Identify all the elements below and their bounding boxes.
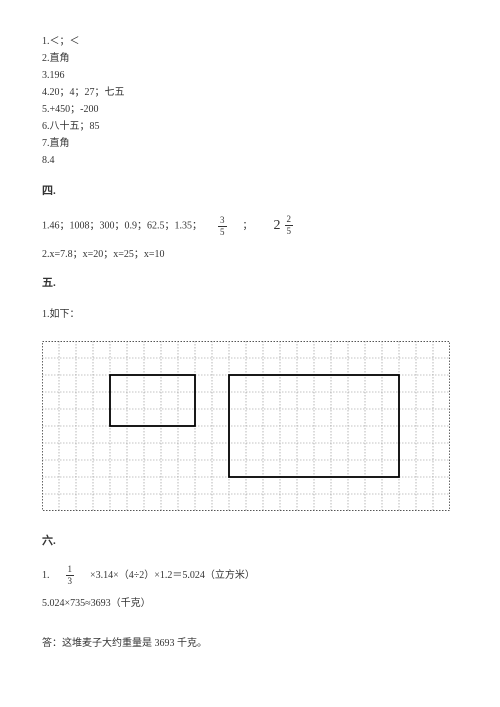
- answer-item-4: 4.20；4；27；七五: [42, 85, 458, 101]
- section-6-title: 六.: [42, 533, 458, 551]
- answer-item-3: 3.196: [42, 68, 458, 84]
- grid-svg: [42, 341, 450, 511]
- section-5-q1: 1.如下：: [42, 307, 458, 323]
- section-6-q1-line2: 5.024×735≈3693（千克）: [42, 596, 458, 612]
- q1-num: 1.: [42, 569, 50, 580]
- section-4-q1: 1.46；1008；300；0.9；62.5；1.35； 3 5 ； 2 2 5: [42, 215, 458, 238]
- grid-diagram: [42, 341, 458, 511]
- answer-item-1: 1.＜；＜: [42, 34, 458, 50]
- section-5-title: 五.: [42, 275, 458, 293]
- q1-rest: ×3.14×（4÷2）×1.2＝5.024（立方米）: [90, 569, 255, 580]
- answer-item-2: 2.直角: [42, 51, 458, 67]
- section-6-answer: 答：这堆麦子大约重量是 3693 千克。: [42, 636, 458, 652]
- section-4-q2: 2.x=7.8；x=20；x=25；x=10: [42, 247, 458, 263]
- fraction-1-3: 1 3: [66, 565, 75, 586]
- section-4-title: 四.: [42, 183, 458, 201]
- answer-item-5: 5.+450；-200: [42, 102, 458, 118]
- section-6-q1: 1. 1 3 ×3.14×（4÷2）×1.2＝5.024（立方米）: [42, 565, 458, 586]
- answer-item-8: 8.4: [42, 153, 458, 169]
- mixed-fraction: 2 2 5: [274, 215, 297, 238]
- q1-prefix: 1.46；1008；300；0.9；62.5；1.35；: [42, 220, 202, 231]
- answer-item-6: 6.八十五；85: [42, 119, 458, 135]
- answer-list-section: 1.＜；＜ 2.直角 3.196 4.20；4；27；七五 5.+450；-20…: [42, 34, 458, 169]
- separator: ；: [243, 220, 253, 231]
- answer-item-7: 7.直角: [42, 136, 458, 152]
- fraction-3-5: 3 5: [218, 216, 227, 237]
